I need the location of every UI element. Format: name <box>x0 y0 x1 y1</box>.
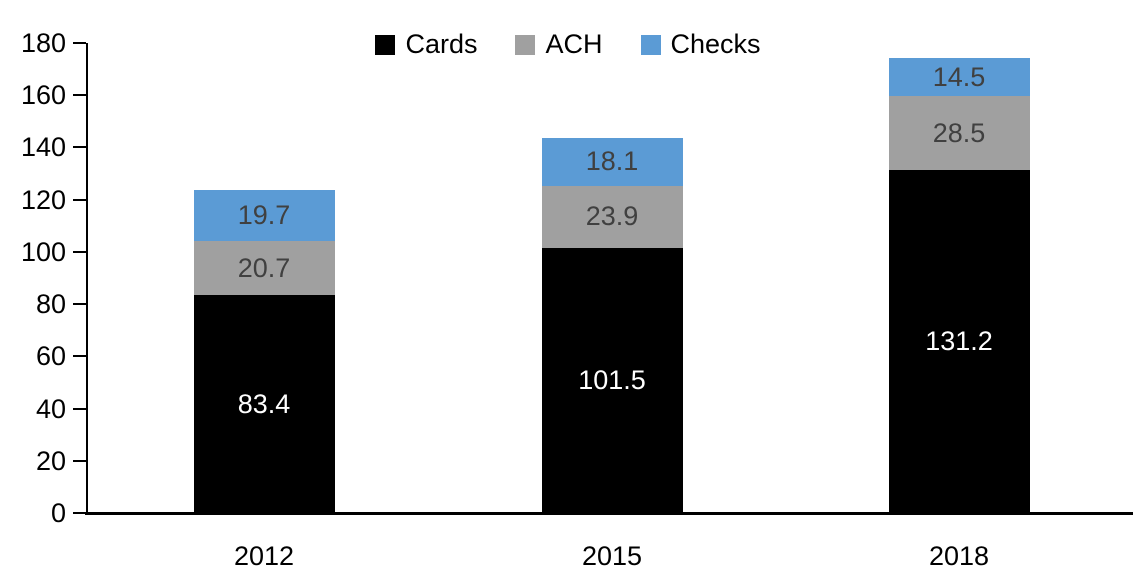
x-axis-label: 2018 <box>928 541 990 571</box>
y-axis-tick <box>73 303 86 306</box>
legend-swatch-icon <box>640 34 661 55</box>
bar-segment-label: 28.5 <box>932 117 986 148</box>
y-axis-tick <box>73 146 86 149</box>
legend-label: Checks <box>670 29 761 59</box>
bar-segment-label: 83.4 <box>237 388 291 419</box>
bar-segment-ach: 28.5 <box>888 96 1030 171</box>
y-tick-label: 0 <box>50 498 66 528</box>
x-axis-label: 2012 <box>233 541 295 571</box>
y-axis-tick <box>73 198 86 201</box>
bar-segment-checks: 18.1 <box>541 138 683 186</box>
bar-segment-label: 101.5 <box>578 364 646 395</box>
y-axis-tick <box>73 355 86 358</box>
bar-2018: 131.2 28.5 14.5 <box>888 0 1030 513</box>
y-tick-label: 80 <box>35 289 66 320</box>
y-tick-label: 180 <box>20 28 66 58</box>
chart-legend: Cards ACH Checks <box>0 31 1136 58</box>
legend-swatch-icon <box>375 34 396 55</box>
bar-segment-label: 18.1 <box>585 146 639 177</box>
y-tick-label: 120 <box>20 184 66 215</box>
legend-label: ACH <box>545 29 603 59</box>
bar-segment-label: 20.7 <box>237 252 291 283</box>
bar-segment-label: 131.2 <box>925 326 993 357</box>
y-tick-label: 160 <box>20 80 66 111</box>
bar-segment-label: 23.9 <box>585 201 639 232</box>
bar-2015: 101.5 23.9 18.1 <box>541 0 683 513</box>
bar-segment-cards: 131.2 <box>888 170 1030 513</box>
bar-segment-ach: 23.9 <box>541 185 683 248</box>
bar-segment-checks: 14.5 <box>888 58 1030 96</box>
y-axis-line <box>86 43 88 515</box>
y-axis-tick <box>73 42 86 44</box>
bar-segment-cards: 101.5 <box>541 247 683 513</box>
y-tick-label: 40 <box>35 393 66 424</box>
y-axis-tick <box>73 94 86 97</box>
y-axis-tick <box>73 407 86 410</box>
legend-item-checks: Checks <box>640 29 761 59</box>
x-axis-label: 2015 <box>581 541 643 571</box>
legend-item-cards: Cards <box>375 31 477 58</box>
legend-label: Cards <box>405 29 478 59</box>
bar-segment-label: 19.7 <box>237 199 291 230</box>
legend-swatch-icon <box>515 34 536 55</box>
y-axis-tick <box>73 250 86 253</box>
bar-2012: 83.4 20.7 19.7 <box>193 0 335 513</box>
y-tick-label: 60 <box>35 341 66 372</box>
y-tick-label: 140 <box>20 132 66 163</box>
y-axis-tick <box>73 459 86 462</box>
y-axis-tick <box>73 512 86 514</box>
bar-segment-label: 14.5 <box>932 61 986 92</box>
bar-segment-cards: 83.4 <box>193 295 335 513</box>
y-tick-label: 20 <box>35 445 66 476</box>
legend-item-ach: ACH <box>515 29 603 59</box>
bar-segment-ach: 20.7 <box>193 241 335 296</box>
x-axis-line <box>85 512 1133 515</box>
bar-segment-checks: 19.7 <box>193 189 335 242</box>
y-tick-label: 100 <box>20 236 66 267</box>
